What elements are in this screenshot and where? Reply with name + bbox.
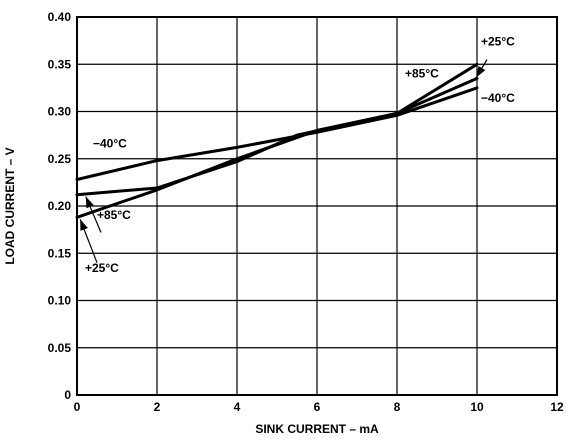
y-tick-label: 0.40 xyxy=(48,10,72,24)
x-tick-label: 0 xyxy=(74,400,81,414)
pointer-arrowhead xyxy=(476,65,486,78)
y-axis-label: LOAD CURRENT – V xyxy=(3,147,17,264)
curve-annotation: +85°C xyxy=(405,66,439,80)
x-axis-label: SINK CURRENT – mA xyxy=(255,422,379,436)
y-tick-labels: 0 0.05 0.10 0.15 0.20 0.25 0.30 0.35 0.40 xyxy=(48,10,72,402)
y-tick-label: 0.35 xyxy=(48,57,72,71)
label-pointers xyxy=(79,59,488,263)
series-line xyxy=(75,62,479,197)
curve-annotation: +25°C xyxy=(85,261,119,275)
series-line xyxy=(75,76,479,219)
y-tick-label: 0.05 xyxy=(48,341,72,355)
y-tick-label: 0.10 xyxy=(48,294,72,308)
pointer-arrowhead xyxy=(85,196,94,209)
x-tick-label: 6 xyxy=(314,400,321,414)
pointer-arrowhead xyxy=(80,219,88,231)
curve-annotation: +85°C xyxy=(97,208,131,222)
y-tick-label: 0 xyxy=(64,388,71,402)
x-tick-label: 2 xyxy=(154,400,161,414)
series-lines xyxy=(75,62,479,219)
curve-annotation: −40°C xyxy=(481,91,515,105)
x-tick-label: 4 xyxy=(234,400,241,414)
x-tick-labels: 0 2 4 6 8 10 12 xyxy=(74,400,564,414)
gridlines xyxy=(77,17,557,395)
series-line xyxy=(75,86,479,181)
y-tick-label: 0.25 xyxy=(48,152,72,166)
x-tick-label: 10 xyxy=(470,400,484,414)
y-tick-label: 0.20 xyxy=(48,199,72,213)
curve-annotation: −40°C xyxy=(93,136,127,150)
y-tick-label: 0.15 xyxy=(48,246,72,260)
y-tick-label: 0.30 xyxy=(48,105,72,119)
x-tick-label: 8 xyxy=(394,400,401,414)
curve-annotation: +25°C xyxy=(481,34,515,48)
x-tick-label: 12 xyxy=(550,400,564,414)
curve-annotations: −40°C +85°C +25°C +85°C +25°C −40°C xyxy=(85,34,515,275)
